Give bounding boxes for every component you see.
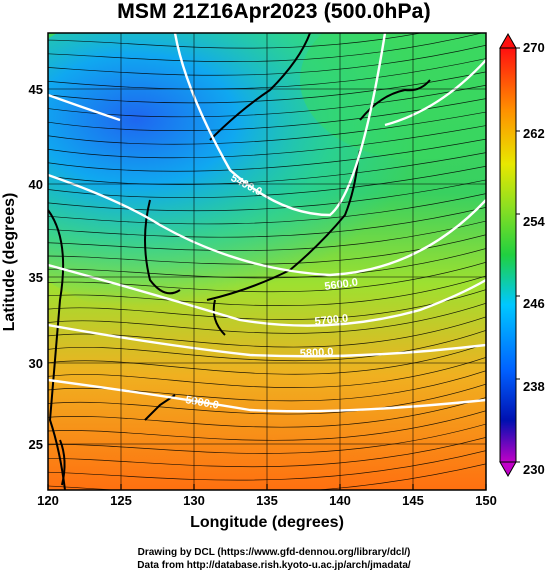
coastlines [48, 33, 431, 490]
x-tick-145: 145 [402, 493, 424, 508]
credit-drawing: Drawing by DCL (https://www.gfd-dennou.o… [137, 547, 411, 558]
y-tick-35: 35 [29, 270, 43, 285]
streamline [48, 450, 486, 481]
y-tick-30: 30 [29, 356, 43, 371]
contour-5700 [48, 263, 486, 327]
contour-5900 [48, 378, 486, 413]
streamline [48, 44, 486, 76]
x-axis-title: Longitude (degrees) [190, 514, 344, 531]
x-tick-140: 140 [329, 493, 351, 508]
streamline [48, 248, 486, 279]
streamline [48, 138, 486, 172]
coast-primorye [209, 33, 311, 141]
streamline [48, 329, 486, 362]
contour-5400 [173, 33, 387, 217]
coast-kyushu [212, 299, 226, 336]
streamline [48, 206, 486, 238]
contour-5800 [48, 323, 486, 358]
y-tick-40: 40 [29, 177, 43, 192]
colorbar: 230 238 246 254 262 270 [499, 32, 545, 478]
x-tick-120: 120 [37, 493, 59, 508]
colorbar-min-arrow [499, 461, 517, 478]
contour-5500 [48, 93, 121, 122]
contour-label-5600: 5600.0 [324, 276, 359, 293]
colorbar-max-arrow [499, 32, 517, 49]
streamline [48, 165, 486, 198]
streamline [48, 125, 486, 159]
x-axis [47, 484, 487, 490]
y-tick-45: 45 [29, 82, 43, 97]
y-tick-25: 25 [29, 437, 43, 452]
x-tick-125: 125 [110, 493, 132, 508]
contour-ne [384, 59, 486, 127]
streamline [48, 396, 486, 428]
x-tick-labels: 120 125 130 135 140 145 150 [37, 493, 497, 508]
colorbar-tick-230: 230 [523, 462, 545, 477]
streamline [48, 436, 486, 468]
streamline [48, 316, 486, 348]
streamline [48, 33, 483, 62]
streamline [48, 370, 486, 402]
streamline [48, 193, 486, 225]
contour-5600 [48, 173, 486, 277]
colorbar-tick-238: 238 [523, 379, 545, 394]
coast-taiwan [59, 439, 66, 486]
streamline [48, 179, 486, 212]
streamline [48, 343, 486, 375]
streamline [48, 152, 486, 185]
chart-title-overlay: MSM 21Z16Apr2023 (500.0hPa) [117, 0, 431, 23]
streamline [48, 71, 486, 104]
streamline [48, 463, 486, 490]
contour-label-5900: 5900.0 [184, 394, 219, 412]
streamline [48, 302, 486, 334]
streamline [48, 275, 486, 306]
streamline [48, 220, 486, 251]
x-tick-135: 135 [256, 493, 278, 508]
x-tick-150: 150 [475, 493, 497, 508]
streamline [48, 111, 486, 145]
colorbar-tick-246: 246 [523, 296, 545, 311]
coast-honshu [206, 149, 361, 301]
grid-lines [48, 33, 486, 490]
colorbar-gradient [499, 47, 517, 463]
colorbar-tick-262: 262 [523, 126, 545, 141]
chart-title: MSM 21Z16Apr2023 (500.0hPa) [117, 0, 431, 23]
colorbar-tick-270: 270 [523, 40, 545, 55]
coast-korea [144, 199, 181, 295]
streamline [48, 356, 486, 388]
credit-data: Data from http://database.rish.kyoto-u.a… [137, 560, 411, 571]
height-contours [48, 33, 486, 413]
colorbar-tick-254: 254 [523, 214, 545, 229]
x-tick-130: 130 [183, 493, 205, 508]
y-axis-title: Latitude (degrees) [1, 193, 18, 332]
colorbar-labels: 230 238 246 254 262 270 [523, 40, 545, 477]
y-tick-labels: 25 30 35 40 45 [29, 82, 43, 452]
coast-china [48, 209, 66, 490]
streamline [48, 410, 486, 441]
streamline [48, 423, 486, 454]
streamline [48, 383, 486, 415]
contour-label-5800: 5800.0 [300, 346, 334, 360]
